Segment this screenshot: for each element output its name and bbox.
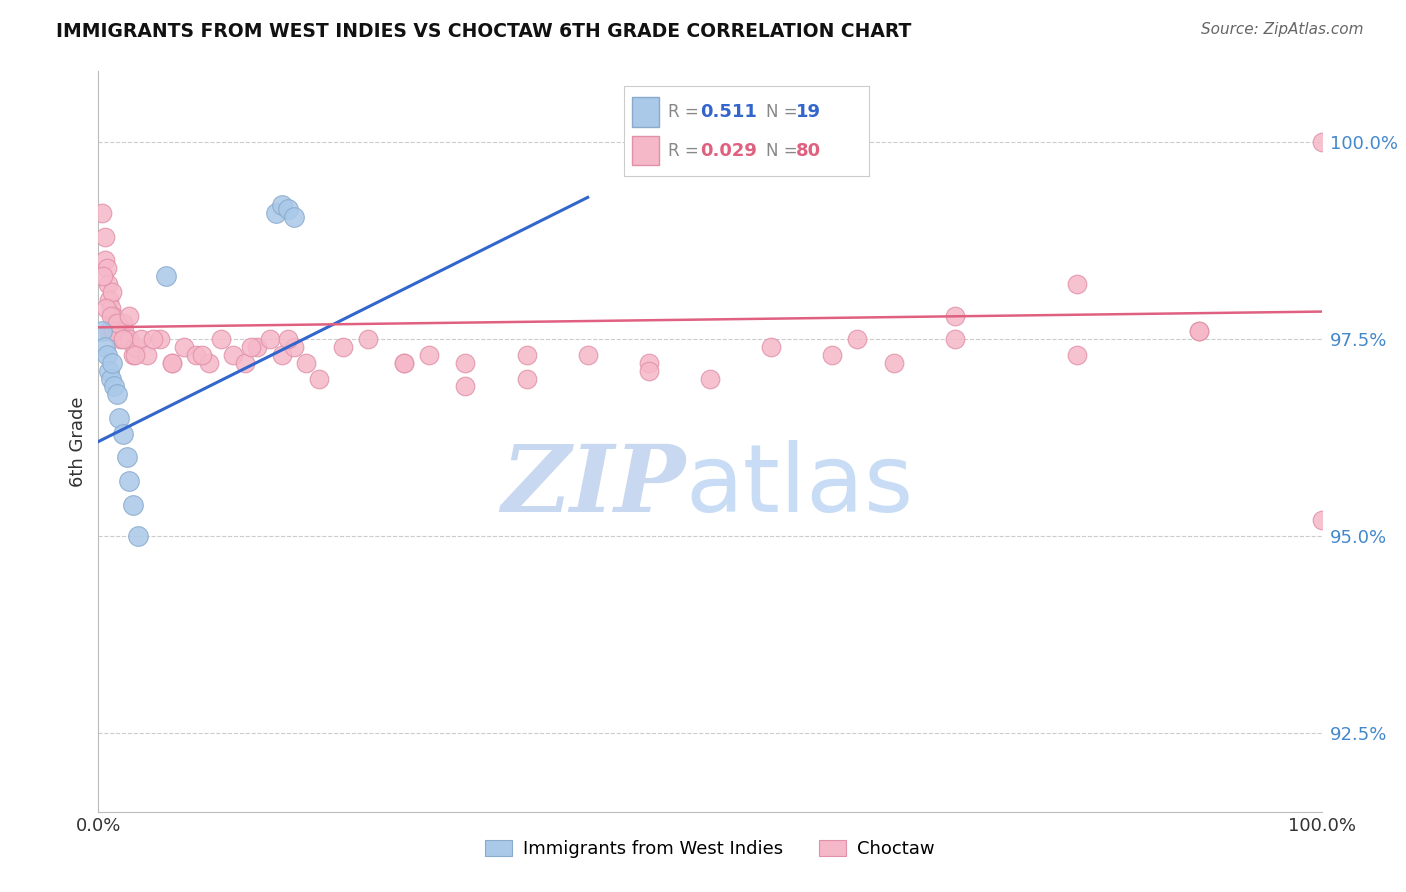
Point: [1310, 513, 1333, 527]
Point: [91, 206, 114, 220]
Point: [118, 309, 141, 323]
Point: [127, 529, 149, 543]
Point: [96, 261, 118, 276]
Point: [121, 348, 143, 362]
Point: [1066, 348, 1088, 362]
Point: [103, 317, 125, 331]
Point: [93, 340, 115, 354]
Text: IMMIGRANTS FROM WEST INDIES VS CHOCTAW 6TH GRADE CORRELATION CHART: IMMIGRANTS FROM WEST INDIES VS CHOCTAW 6…: [56, 22, 911, 41]
Point: [96, 348, 118, 362]
Point: [121, 498, 143, 512]
Point: [356, 332, 378, 346]
Point: [111, 317, 134, 331]
Point: [883, 356, 905, 370]
Point: [108, 411, 131, 425]
Point: [91, 324, 114, 338]
Point: [197, 356, 219, 370]
Point: [160, 356, 183, 370]
Text: Source: ZipAtlas.com: Source: ZipAtlas.com: [1201, 22, 1364, 37]
Point: [418, 348, 440, 362]
Point: [93, 229, 115, 244]
Point: [240, 340, 263, 354]
Point: [454, 356, 477, 370]
Point: [103, 379, 125, 393]
Legend: Immigrants from West Indies, Choctaw: Immigrants from West Indies, Choctaw: [478, 833, 942, 865]
Point: [111, 426, 134, 441]
Point: [118, 474, 141, 488]
Text: ZIP: ZIP: [502, 441, 686, 531]
Point: [124, 340, 146, 354]
Point: [222, 348, 245, 362]
Point: [454, 379, 477, 393]
Point: [233, 356, 256, 370]
Point: [191, 348, 214, 362]
Point: [149, 332, 172, 346]
Point: [91, 269, 114, 284]
Point: [283, 210, 305, 224]
Point: [943, 332, 966, 346]
Point: [637, 364, 661, 378]
Point: [576, 348, 599, 362]
Point: [93, 253, 115, 268]
Point: [129, 332, 152, 346]
Point: [105, 317, 128, 331]
Point: [392, 356, 416, 370]
Point: [332, 340, 354, 354]
Point: [114, 332, 136, 346]
Point: [105, 387, 128, 401]
Point: [107, 324, 129, 338]
Point: [699, 371, 721, 385]
Point: [295, 356, 318, 370]
Point: [943, 309, 966, 323]
Point: [98, 324, 121, 338]
Text: atlas: atlas: [686, 440, 914, 532]
Point: [110, 332, 132, 346]
Point: [277, 202, 299, 217]
Point: [100, 309, 122, 323]
Point: [821, 348, 844, 362]
Point: [283, 340, 305, 354]
Point: [277, 332, 299, 346]
Point: [112, 324, 135, 338]
Point: [100, 371, 122, 385]
Point: [100, 301, 122, 315]
Point: [246, 340, 269, 354]
Point: [118, 332, 141, 346]
Point: [259, 332, 281, 346]
Point: [1188, 324, 1211, 338]
Point: [308, 371, 330, 385]
Point: [101, 356, 124, 370]
Point: [105, 317, 128, 331]
Point: [637, 356, 661, 370]
Point: [155, 269, 177, 284]
Point: [101, 309, 124, 323]
Point: [115, 450, 138, 465]
Point: [516, 371, 538, 385]
Point: [136, 348, 159, 362]
Point: [270, 198, 294, 212]
Point: [101, 285, 124, 299]
Point: [97, 277, 120, 291]
Point: [160, 356, 183, 370]
Point: [101, 324, 124, 338]
Point: [209, 332, 232, 346]
Point: [761, 340, 783, 354]
Point: [98, 293, 121, 307]
Point: [111, 332, 134, 346]
Point: [94, 301, 117, 315]
Point: [186, 348, 208, 362]
Point: [392, 356, 416, 370]
Point: [516, 348, 538, 362]
Point: [845, 332, 868, 346]
Point: [264, 206, 287, 220]
Y-axis label: 6th Grade: 6th Grade: [69, 396, 87, 487]
Point: [124, 348, 146, 362]
Point: [1188, 324, 1211, 338]
Point: [142, 332, 165, 346]
Point: [1066, 277, 1088, 291]
Point: [173, 340, 195, 354]
Point: [98, 364, 121, 378]
Point: [1310, 135, 1333, 149]
Point: [270, 348, 294, 362]
